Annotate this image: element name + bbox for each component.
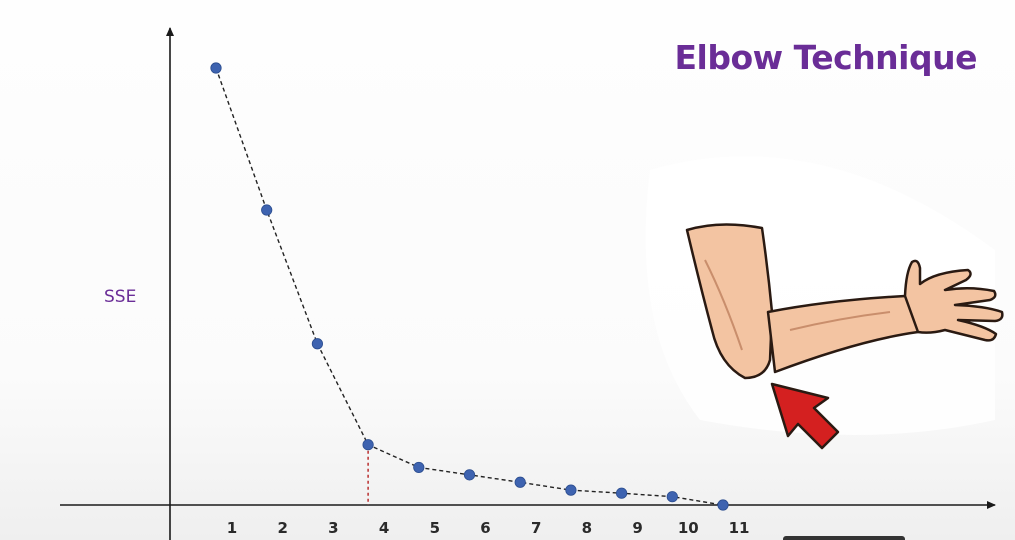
slide-title: Elbow Technique [674, 38, 978, 77]
data-point [666, 491, 678, 503]
sse-curve [215, 67, 724, 506]
x-tick-label: 11 [729, 519, 750, 537]
x-tick-label: 1 [227, 519, 237, 537]
x-tick-label: 6 [480, 519, 490, 537]
upper-arm-shape [685, 223, 774, 380]
x-tick-label: 8 [582, 519, 592, 537]
x-tick-label: 4 [379, 519, 389, 537]
data-point [261, 204, 273, 216]
video-progress-bar [783, 536, 905, 540]
data-point [362, 439, 374, 451]
x-tick-label: 2 [277, 519, 287, 537]
x-tick-label: 9 [632, 519, 642, 537]
x-tick-label: 3 [328, 519, 338, 537]
data-point [210, 62, 222, 74]
arm-illustration [645, 156, 1004, 450]
y-axis-label: SSE [104, 287, 137, 307]
data-point [463, 469, 476, 481]
data-point [311, 338, 323, 350]
data-point [717, 499, 729, 511]
x-tick-label: 10 [678, 519, 699, 537]
x-tick-label: 5 [430, 519, 440, 537]
hand-shape [903, 259, 1004, 342]
data-point [615, 487, 628, 499]
elbow-arrow-icon [770, 382, 840, 450]
data-point [565, 484, 577, 496]
data-point [514, 476, 526, 488]
x-tick-label: 7 [531, 519, 541, 537]
data-point [413, 461, 425, 474]
